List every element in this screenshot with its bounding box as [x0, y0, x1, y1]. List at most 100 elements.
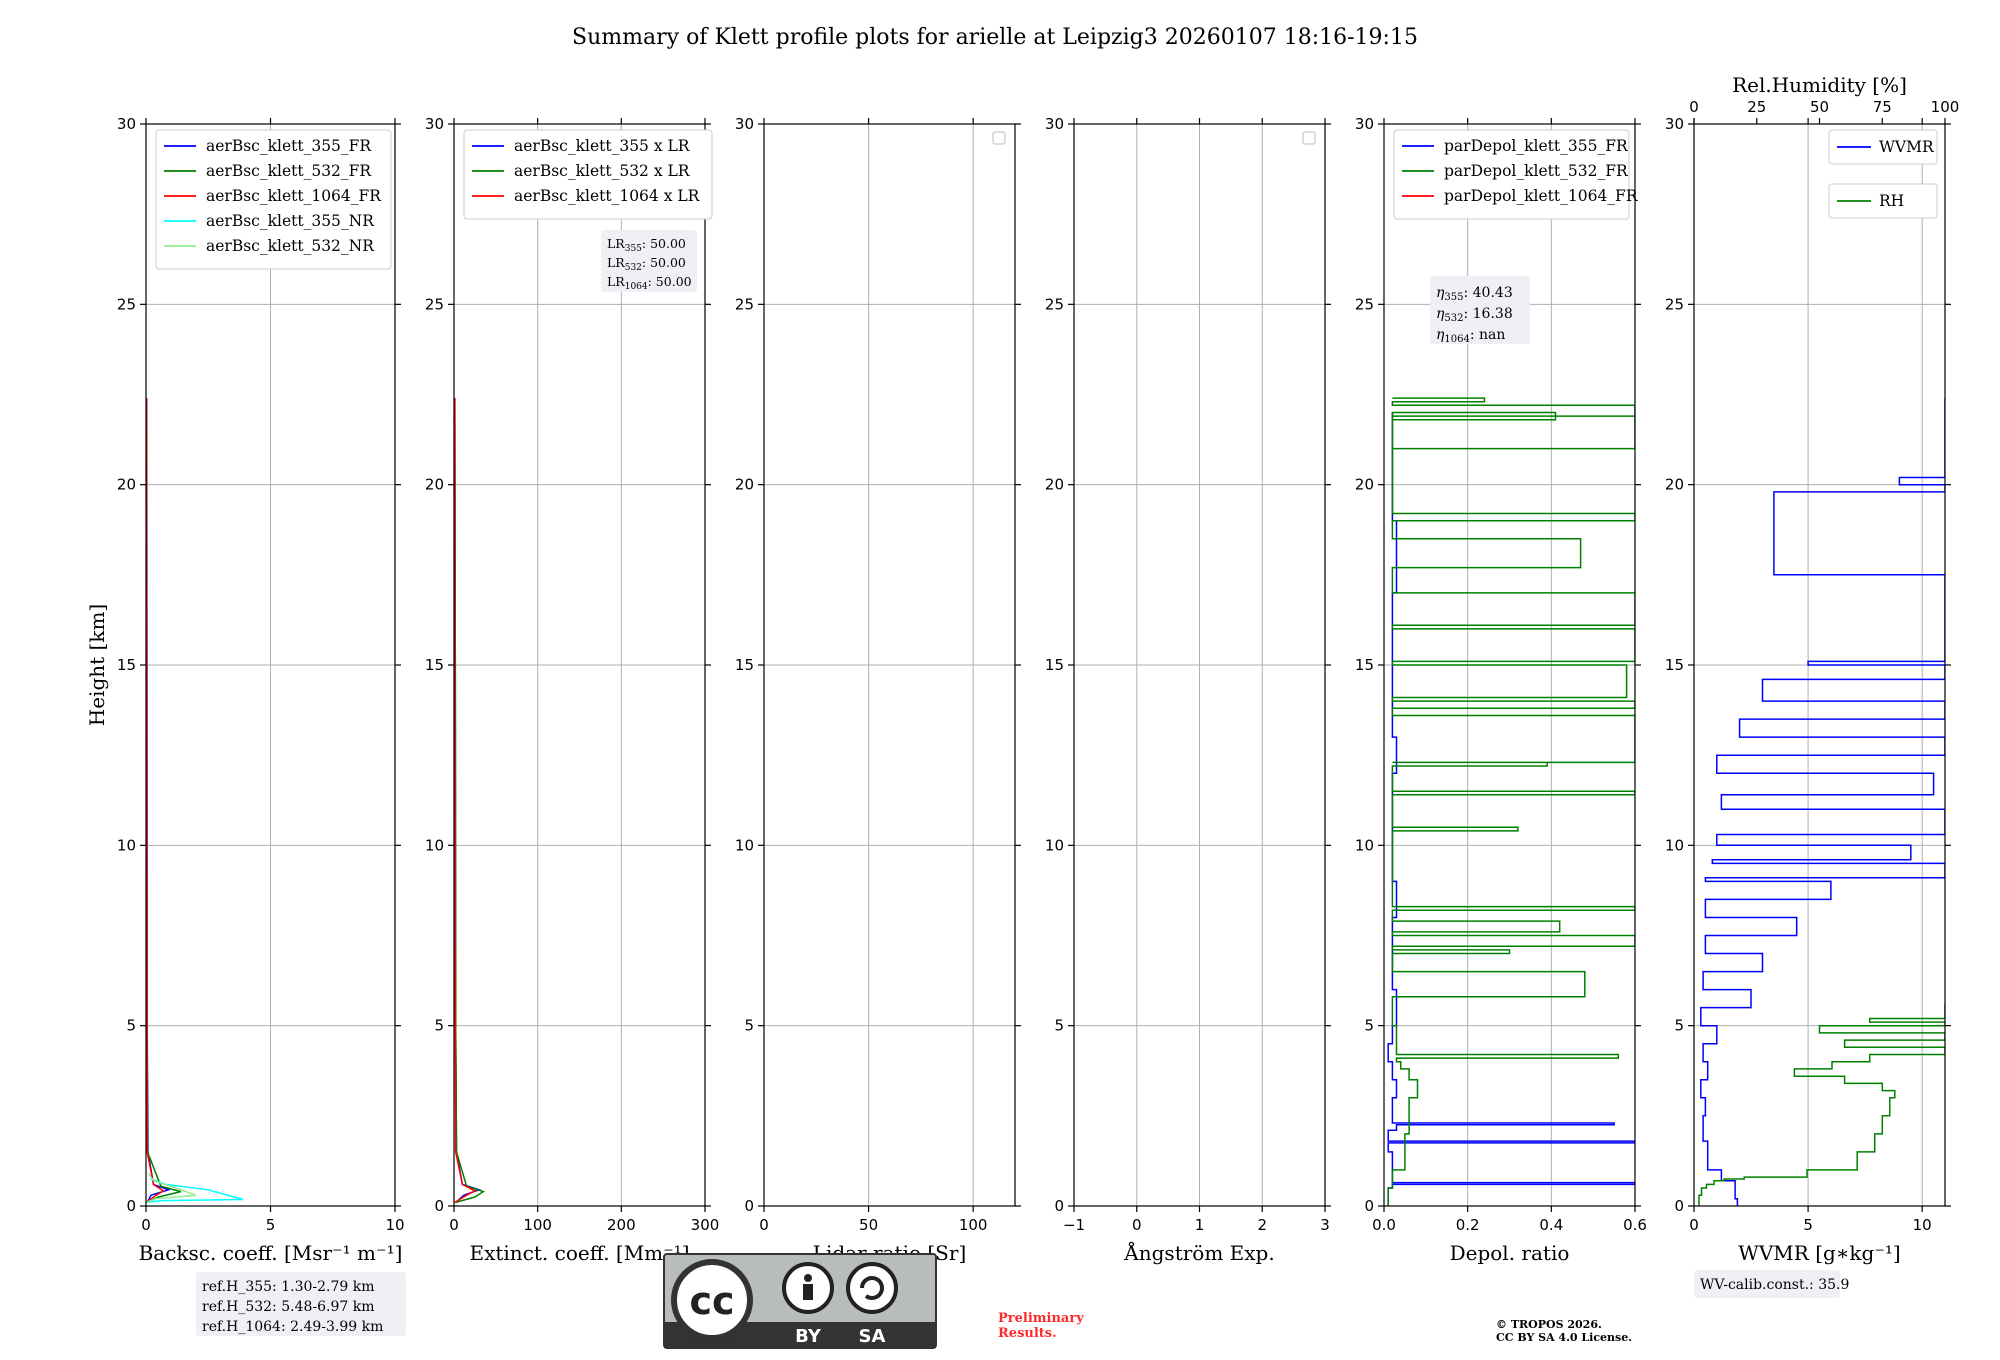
series-group — [1698, 398, 1945, 1206]
top-tick-label: 50 — [1810, 98, 1829, 116]
legend-label: WVMR — [1879, 138, 1935, 156]
y-tick-label: 25 — [1045, 295, 1064, 313]
x-tick-label: 0 — [1689, 1216, 1699, 1234]
notes-bg — [1694, 1270, 1840, 1298]
x-tick-label: 5 — [1803, 1216, 1813, 1234]
figure-title: Summary of Klett profile plots for ariel… — [572, 25, 1418, 50]
preliminary-line-2: Results. — [998, 1326, 1057, 1341]
eta-value: η532: 16.38 — [1436, 306, 1513, 324]
top-tick-label: 25 — [1747, 98, 1766, 116]
y-tick-label: 5 — [434, 1017, 444, 1035]
empty-legend-box — [1302, 131, 1316, 145]
y-tick-label: 15 — [1045, 656, 1064, 674]
legend-label: parDepol_klett_532_FR — [1444, 162, 1629, 180]
notes-box: WV-calib.const.: 35.9 — [1694, 1270, 1849, 1298]
y-tick-label: 30 — [1665, 115, 1684, 133]
legend-label: RH — [1879, 192, 1904, 210]
y-tick-label: 25 — [117, 295, 136, 313]
lr-value: LR1064: 50.00 — [607, 274, 692, 292]
y-tick-label: 25 — [425, 295, 444, 313]
panel-extinction: 0 100 200 300 0 5 10 15 20 25 30 Extinct. coeff. [M… — [425, 115, 719, 1265]
badge-sa-label: SA — [859, 1326, 886, 1347]
series-group — [1387, 397, 1635, 1206]
y-tick-label: 10 — [1665, 836, 1684, 854]
y-ticks: 0 5 10 15 20 25 30 — [117, 115, 401, 1215]
series-line-aerBsc_klett_355 x LR — [454, 398, 482, 1203]
legend-frame — [1393, 129, 1630, 220]
panel-backscatter: 0 5 10 0 5 10 15 20 25 30 Backsc. coeff. [Msr⁻¹ m⁻… — [85, 115, 406, 1336]
series-line-parDepol_klett_532_FR — [1387, 397, 1635, 1206]
eta-value: η355: 40.43 — [1436, 285, 1513, 303]
ref-height-note: ref.H_355: 1.30-2.79 km — [202, 1279, 375, 1295]
x-tick-label: 300 — [691, 1216, 720, 1234]
y-tick-label: 20 — [1045, 476, 1064, 494]
x-tick-label: 10 — [385, 1216, 404, 1234]
legend-label: aerBsc_klett_355_FR — [206, 137, 372, 155]
x-tick-label: 2 — [1257, 1216, 1267, 1234]
x-tick-label: 0.2 — [1456, 1216, 1480, 1234]
top-axis-label: Rel.Humidity [%] — [1732, 73, 1907, 97]
sa-icon — [846, 1262, 898, 1314]
y-tick-label: 15 — [1665, 656, 1684, 674]
series-line-aerBsc_klett_532_NR — [146, 1173, 197, 1204]
x-tick-label: 0.4 — [1539, 1216, 1563, 1234]
x-axis-label: Ångström Exp. — [1123, 1240, 1274, 1265]
x-tick-label: −1 — [1063, 1216, 1085, 1234]
y-tick-label: 0 — [1054, 1197, 1064, 1215]
y-tick-label: 5 — [744, 1017, 754, 1035]
x-tick-label: 100 — [959, 1216, 988, 1234]
x-tick-label: 10 — [1913, 1216, 1932, 1234]
y-tick-label: 30 — [1045, 115, 1064, 133]
x-axis-label: WVMR [g∗kg⁻¹] — [1738, 1241, 1900, 1265]
grid-lines — [1073, 123, 1326, 1207]
copyright-line-2: CC BY SA 4.0 License. — [1496, 1331, 1632, 1344]
x-tick-label: 0 — [449, 1216, 459, 1234]
y-ticks: 0 5 10 15 20 25 30 — [425, 115, 711, 1215]
x-axis-label: Extinct. coeff. [Mm⁻¹] — [469, 1241, 689, 1265]
y-tick-label: 10 — [1045, 836, 1064, 854]
y-tick-label: 30 — [117, 115, 136, 133]
x-tick-label: 50 — [859, 1216, 878, 1234]
legend-label: aerBsc_klett_355_NR — [206, 212, 375, 230]
x-tick-label: 0 — [141, 1216, 151, 1234]
grid-lines — [145, 123, 396, 1207]
x-tick-label: 1 — [1195, 1216, 1205, 1234]
y-tick-label: 30 — [425, 115, 444, 133]
legend-label: aerBsc_klett_532 x LR — [514, 162, 691, 180]
series-line-aerBsc_klett_1064_FR — [146, 398, 165, 1203]
y-ticks: 0 5 10 15 20 25 30 — [1355, 115, 1641, 1215]
top-tick-label: 0 — [1689, 98, 1699, 116]
y-tick-label: 20 — [117, 476, 136, 494]
y-tick-label: 15 — [425, 656, 444, 674]
by-icon-head — [804, 1274, 812, 1282]
legend: parDepol_klett_355_FR parDepol_klett_532_… — [1393, 129, 1639, 220]
cc-circle — [671, 1259, 753, 1341]
copyright-note: © TROPOS 2026.CC BY SA 4.0 License. — [1496, 1318, 1632, 1344]
x-tick-label: 200 — [607, 1216, 636, 1234]
legend-frame — [155, 129, 392, 270]
y-tick-label: 15 — [735, 656, 754, 674]
top-axis: 0 25 50 75 100 Rel.Humidity [%] — [1689, 73, 1959, 124]
legend-label: aerBsc_klett_532_NR — [206, 237, 375, 255]
x-axis-label: Depol. ratio — [1450, 1241, 1570, 1265]
legend-label: aerBsc_klett_532_FR — [206, 162, 372, 180]
series-group — [454, 398, 486, 1204]
preliminary-line-1: Preliminary — [998, 1311, 1084, 1326]
y-tick-label: 15 — [117, 656, 136, 674]
series-group — [146, 398, 244, 1204]
y-tick-label: 5 — [1674, 1017, 1684, 1035]
legend-label: aerBsc_klett_1064_FR — [206, 187, 382, 205]
eta-box-bg — [1430, 276, 1530, 344]
notes-box: ref.H_355: 1.30-2.79 km ref.H_532: 5.48-6… — [196, 1272, 406, 1336]
y-tick-label: 25 — [735, 295, 754, 313]
x-ticks: −1 0 1 2 3 — [1063, 118, 1330, 1234]
x-tick-label: 0 — [1132, 1216, 1142, 1234]
cc-by-sa-badge: cc BY SA — [663, 1253, 937, 1349]
y-tick-label: 20 — [1355, 476, 1374, 494]
y-tick-label: 0 — [126, 1197, 136, 1215]
y-tick-label: 20 — [425, 476, 444, 494]
legend: aerBsc_klett_355_FR aerBsc_klett_532_FRae… — [155, 129, 392, 270]
